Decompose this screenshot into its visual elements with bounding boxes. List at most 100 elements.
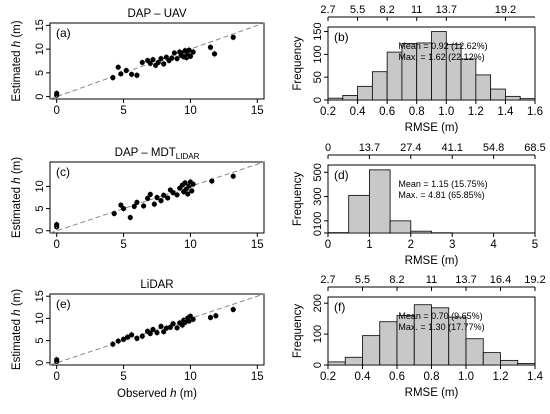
data-point [189, 188, 195, 194]
x-tick-label: 0.6 [389, 371, 405, 383]
top-axis-label: 5.5 [350, 4, 365, 16]
histogram-bar [490, 88, 506, 101]
histogram-bar [327, 361, 346, 366]
y-tick-label: 0 [312, 362, 324, 368]
y-tick-label: 10 [34, 312, 46, 324]
chart-title: DAP – UAV [127, 8, 186, 20]
x-tick-label: 0.8 [424, 371, 440, 383]
y-axis-label: Estimated h (m) [11, 289, 23, 370]
data-point [134, 335, 140, 341]
y-tick-label: 0 [34, 228, 46, 234]
annotation-max: Max. = 1.62 (22.12%) [398, 52, 484, 62]
data-point [230, 34, 236, 40]
histogram-bar [505, 95, 521, 101]
y-tick-label: 100 [312, 212, 324, 230]
y-tick-label: 100 [312, 45, 324, 63]
data-point [124, 334, 131, 340]
histogram-bar [460, 58, 477, 101]
chart-title: LiDAR [140, 279, 173, 291]
panel-b: 0.2 0.4 0.6 0.8 1.0 1.2 1.4 1.6 0 50 100 150 (b) Freq… [292, 4, 543, 134]
x-axis-label: Observed h (m) [117, 388, 197, 400]
data-point [155, 59, 161, 66]
data-point [134, 72, 140, 78]
x-tick-label: 0 [53, 371, 59, 383]
data-point [150, 326, 156, 333]
x-tick-label: 1.0 [458, 371, 474, 383]
data-point [110, 341, 116, 347]
top-axis-label: 19.2 [524, 274, 545, 286]
x-tick-label: 0.8 [409, 106, 425, 118]
x-tick-label: 1.2 [468, 106, 484, 118]
top-axis-label: 27.4 [400, 142, 421, 154]
data-point [207, 44, 214, 50]
top-axis-label: 13.7 [359, 142, 380, 154]
y-axis-label: Frequency [292, 304, 304, 359]
y-tick-label: 5 [34, 206, 46, 212]
x-tick-label: 1.0 [438, 106, 454, 118]
x-tick-label: 0.4 [355, 371, 372, 383]
data-point [161, 329, 167, 335]
data-point [182, 180, 188, 186]
data-point [115, 338, 121, 344]
x-tick-label: 1 [366, 239, 372, 251]
y-tick-label: 300 [312, 187, 324, 205]
data-point [118, 71, 124, 77]
data-point [139, 333, 145, 339]
x-tick-label: 0.2 [320, 106, 336, 118]
data-point [151, 201, 157, 207]
data-point [209, 178, 215, 184]
data-point [186, 47, 192, 53]
data-point [171, 50, 177, 56]
data-point [161, 192, 167, 198]
x-tick-label: 1.4 [527, 371, 544, 383]
top-axis-label: 68.5 [524, 142, 545, 154]
y-tick-label: 0 [312, 230, 324, 236]
y-tick-label: 10 [34, 180, 46, 192]
top-axis-label: 8.2 [389, 274, 404, 286]
data-point [187, 53, 194, 59]
data-point [147, 330, 153, 337]
y-axis-label: Frequency [292, 172, 304, 227]
y-tick-label: 0 [312, 97, 324, 103]
chart-title: DAP – MDTLIDAR [115, 147, 200, 161]
data-point [120, 336, 127, 342]
data-point [154, 330, 160, 336]
data-point [128, 332, 135, 338]
x-axis-label: RMSE (m) [405, 122, 459, 134]
data-point [190, 316, 196, 322]
data-point [165, 195, 171, 201]
top-axis-label: 2.7 [320, 4, 335, 16]
x-tick-label: 0 [53, 239, 59, 251]
data-point [123, 67, 129, 74]
y-tick-label: 5 [34, 338, 46, 344]
data-point [118, 202, 124, 208]
histogram-bar [475, 74, 492, 101]
x-tick-label: 4 [490, 239, 497, 251]
data-point [170, 190, 176, 196]
top-axis-label: 0 [325, 142, 331, 154]
y-tick-label: 150 [312, 22, 324, 40]
data-point [120, 205, 127, 212]
histogram-bar [371, 71, 388, 101]
x-axis-label: RMSE (m) [405, 387, 459, 399]
top-axis-label: 11 [426, 274, 437, 286]
panel-label: (b) [334, 30, 349, 44]
y-tick-label: 50 [312, 71, 324, 83]
top-axis-label: 13.7 [455, 274, 476, 286]
top-axis-label: 13.7 [436, 4, 457, 16]
panel-label: (c) [56, 165, 70, 179]
data-point [207, 314, 214, 321]
panel-f: 0.2 0.4 0.6 0.8 1.0 1.2 1.4 0 100 200 (f) Frequency… [292, 274, 546, 399]
data-point [115, 64, 121, 70]
data-point [230, 306, 236, 313]
data-point [147, 191, 153, 197]
data-point [213, 313, 219, 319]
annotation-max: Max. = 4.81 (65.85%) [398, 190, 484, 200]
panel-c: 0 5 10 15 0 5 10 (c) Estimated h (m) DAP – MDTLID… [11, 147, 265, 251]
histogram-bar [389, 220, 412, 234]
x-tick-label: 10 [184, 371, 197, 383]
histogram-bar [362, 335, 381, 366]
data-point [134, 199, 140, 205]
data-point [161, 61, 167, 67]
